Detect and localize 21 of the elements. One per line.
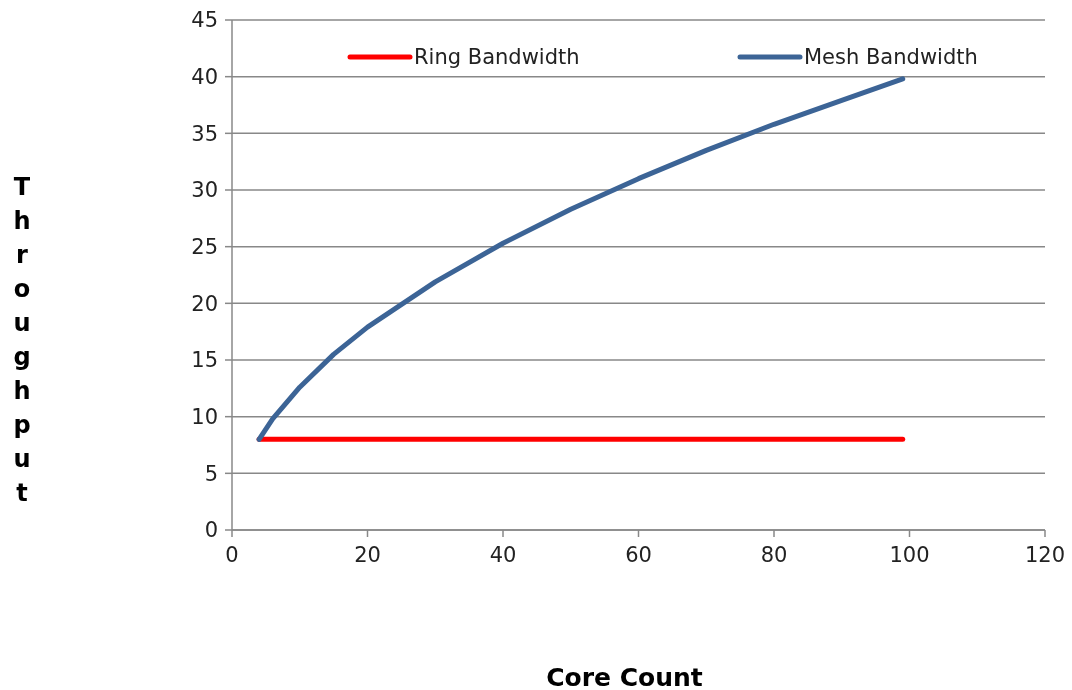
y-tick-label: 40: [191, 65, 218, 90]
x-axis-title: Core Count: [546, 663, 703, 690]
x-tick-label: 120: [1024, 543, 1066, 567]
y-tick-label: 30: [191, 178, 218, 203]
x-tick-label: 100: [889, 543, 930, 567]
y-tick-label: 35: [191, 121, 218, 146]
text: Throughput: [13, 173, 31, 507]
x-tick-label: 20: [354, 543, 381, 567]
x-tick-label: 40: [489, 543, 517, 567]
y-tick-label: 20: [191, 291, 218, 316]
x-tick-label: 0: [225, 543, 239, 567]
y-tick-label: 5: [204, 461, 218, 486]
y-tick-label: 0: [204, 518, 218, 543]
x-tick-label: 80: [760, 543, 788, 567]
y-tick-label: 45: [191, 8, 218, 33]
y-tick-label: 10: [191, 405, 218, 430]
y-tick-label: 15: [191, 348, 218, 373]
x-tick-label: 60: [625, 543, 652, 567]
legend-label: Mesh Bandwidth: [804, 45, 978, 70]
y-tick-label: 25: [191, 235, 218, 260]
legend-label: Ring Bandwidth: [414, 45, 580, 70]
